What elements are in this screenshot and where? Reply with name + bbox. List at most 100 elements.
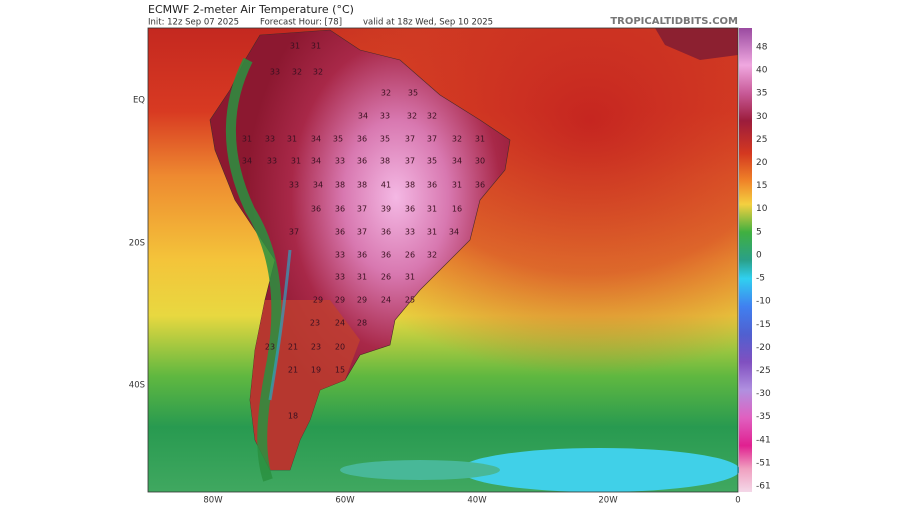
temp-label: 29 <box>357 296 367 305</box>
title: ECMWF 2-meter Air Temperature (°C) <box>148 3 354 16</box>
colorbar-label: 0 <box>756 250 762 260</box>
temp-label: 16 <box>452 205 462 214</box>
temp-label: 38 <box>405 181 415 190</box>
temp-label: 32 <box>427 112 437 121</box>
temp-label: 34 <box>452 157 462 166</box>
temp-label: 33 <box>380 112 390 121</box>
temp-label: 32 <box>313 68 323 77</box>
temp-label: 21 <box>288 366 298 375</box>
temp-label: 33 <box>335 157 345 166</box>
temp-label: 21 <box>288 343 298 352</box>
temp-label: 33 <box>335 273 345 282</box>
temp-label: 39 <box>381 205 391 214</box>
temp-label: 36 <box>405 205 415 214</box>
temp-label: 38 <box>357 181 367 190</box>
colorbar-label: -20 <box>756 343 771 353</box>
lon-label: 40W <box>467 496 487 506</box>
temp-label: 34 <box>242 157 252 166</box>
temp-label: 31 <box>242 135 252 144</box>
colorbar-label: -30 <box>756 389 771 399</box>
temp-label: 32 <box>452 135 462 144</box>
temp-label: 20 <box>335 343 345 352</box>
forecast-hour: Forecast Hour: [78] <box>260 18 342 28</box>
temp-label: 24 <box>381 296 391 305</box>
temp-label: 32 <box>381 89 391 98</box>
temp-label: 15 <box>335 366 345 375</box>
temp-label: 26 <box>381 273 391 282</box>
temp-label: 34 <box>311 135 321 144</box>
colorbar-label: 40 <box>756 66 768 76</box>
colorbar-label: -61 <box>756 482 771 492</box>
temp-label: 19 <box>311 366 321 375</box>
temp-label: 37 <box>357 228 367 237</box>
temp-label: 37 <box>289 228 299 237</box>
temp-label: 41 <box>381 181 391 190</box>
temp-label: 36 <box>381 251 391 260</box>
temp-label: 35 <box>408 89 418 98</box>
colorbar-label: -5 <box>756 274 765 284</box>
temp-label: 24 <box>335 319 345 328</box>
map <box>147 27 740 493</box>
colorbar-label: 5 <box>756 227 762 237</box>
temp-label: 33 <box>265 135 275 144</box>
temp-label: 29 <box>313 296 323 305</box>
colorbar-label: -41 <box>756 435 771 445</box>
temp-label: 37 <box>405 157 415 166</box>
temp-label: 32 <box>292 68 302 77</box>
temp-label: 34 <box>358 112 368 121</box>
lon-label: 60W <box>335 496 355 506</box>
temp-label: 37 <box>405 135 415 144</box>
temp-label: 33 <box>289 181 299 190</box>
temp-label: 23 <box>310 319 320 328</box>
temp-label: 35 <box>333 135 343 144</box>
lat-label: EQ <box>133 96 145 106</box>
temp-label: 36 <box>427 181 437 190</box>
temp-label: 35 <box>380 135 390 144</box>
colorbar-label: -51 <box>756 458 771 468</box>
temp-label: 36 <box>357 251 367 260</box>
temp-label: 37 <box>357 205 367 214</box>
colorbar-label: 10 <box>756 204 768 214</box>
temp-label: 36 <box>475 181 485 190</box>
init: Init: 12z Sep 07 2025 <box>148 18 239 28</box>
temp-label: 31 <box>427 228 437 237</box>
temp-label: 31 <box>311 42 321 51</box>
temp-label: 36 <box>335 205 345 214</box>
lat-label: 40S <box>129 381 145 391</box>
temp-label: 25 <box>405 296 415 305</box>
temp-label: 38 <box>380 157 390 166</box>
temp-label: 31 <box>405 273 415 282</box>
temp-label: 34 <box>313 181 323 190</box>
temp-label: 36 <box>381 228 391 237</box>
lon-label: 80W <box>203 496 223 506</box>
temp-label: 32 <box>427 251 437 260</box>
temp-label: 35 <box>427 157 437 166</box>
colorbar-label: 30 <box>756 112 768 122</box>
temp-label: 23 <box>311 343 321 352</box>
temp-label: 36 <box>357 135 367 144</box>
colorbar-label: -15 <box>756 320 771 330</box>
temp-label: 28 <box>357 319 367 328</box>
temp-label: 23 <box>265 343 275 352</box>
temp-label: 33 <box>267 157 277 166</box>
temp-label: 31 <box>427 205 437 214</box>
temp-label: 33 <box>335 251 345 260</box>
colorbar-label: 25 <box>756 135 767 145</box>
temp-label: 33 <box>405 228 415 237</box>
temp-label: 30 <box>475 157 485 166</box>
valid-time: valid at 18z Wed, Sep 10 2025 <box>363 18 493 28</box>
colorbar <box>739 28 752 492</box>
temp-label: 32 <box>407 112 417 121</box>
colorbar-label: 20 <box>756 158 768 168</box>
temp-label: 34 <box>311 157 321 166</box>
colorbar-label: 35 <box>756 89 767 99</box>
lon-label: 20W <box>598 496 618 506</box>
colorbar-label: -25 <box>756 366 771 376</box>
temp-label: 26 <box>405 251 415 260</box>
lat-label: 20S <box>129 239 145 249</box>
temp-label: 31 <box>357 273 367 282</box>
temp-label: 36 <box>335 228 345 237</box>
temp-label: 31 <box>452 181 462 190</box>
lon-label: 0 <box>735 496 740 506</box>
